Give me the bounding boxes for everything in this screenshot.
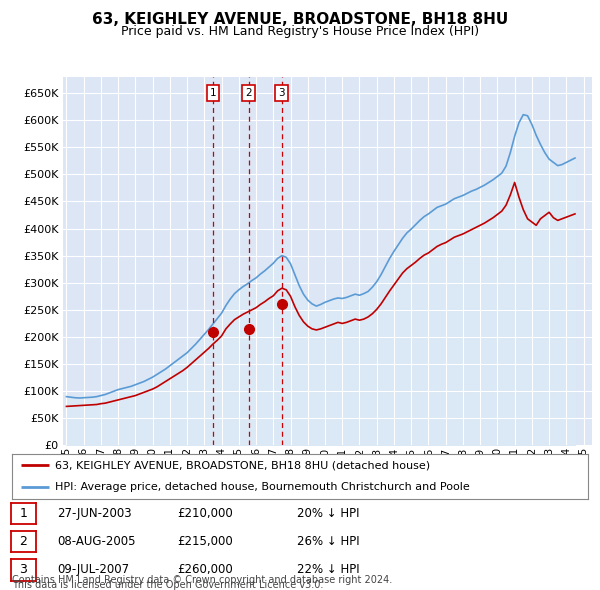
Text: 26% ↓ HPI: 26% ↓ HPI xyxy=(297,535,359,548)
Text: 08-AUG-2005: 08-AUG-2005 xyxy=(57,535,136,548)
Text: 2: 2 xyxy=(19,535,28,548)
Text: £210,000: £210,000 xyxy=(177,507,233,520)
Text: This data is licensed under the Open Government Licence v3.0.: This data is licensed under the Open Gov… xyxy=(12,580,323,590)
Text: £215,000: £215,000 xyxy=(177,535,233,548)
Text: Contains HM Land Registry data © Crown copyright and database right 2024.: Contains HM Land Registry data © Crown c… xyxy=(12,575,392,585)
Text: Price paid vs. HM Land Registry's House Price Index (HPI): Price paid vs. HM Land Registry's House … xyxy=(121,25,479,38)
Text: 3: 3 xyxy=(278,88,285,98)
Text: 09-JUL-2007: 09-JUL-2007 xyxy=(57,563,129,576)
Text: 2: 2 xyxy=(245,88,252,98)
Text: £260,000: £260,000 xyxy=(177,563,233,576)
Text: 3: 3 xyxy=(19,563,28,576)
Text: 1: 1 xyxy=(19,507,28,520)
Text: 63, KEIGHLEY AVENUE, BROADSTONE, BH18 8HU: 63, KEIGHLEY AVENUE, BROADSTONE, BH18 8H… xyxy=(92,12,508,27)
Text: 27-JUN-2003: 27-JUN-2003 xyxy=(57,507,131,520)
Text: 1: 1 xyxy=(209,88,216,98)
Text: 22% ↓ HPI: 22% ↓ HPI xyxy=(297,563,359,576)
Text: 20% ↓ HPI: 20% ↓ HPI xyxy=(297,507,359,520)
Text: HPI: Average price, detached house, Bournemouth Christchurch and Poole: HPI: Average price, detached house, Bour… xyxy=(55,483,470,493)
Text: 63, KEIGHLEY AVENUE, BROADSTONE, BH18 8HU (detached house): 63, KEIGHLEY AVENUE, BROADSTONE, BH18 8H… xyxy=(55,460,430,470)
